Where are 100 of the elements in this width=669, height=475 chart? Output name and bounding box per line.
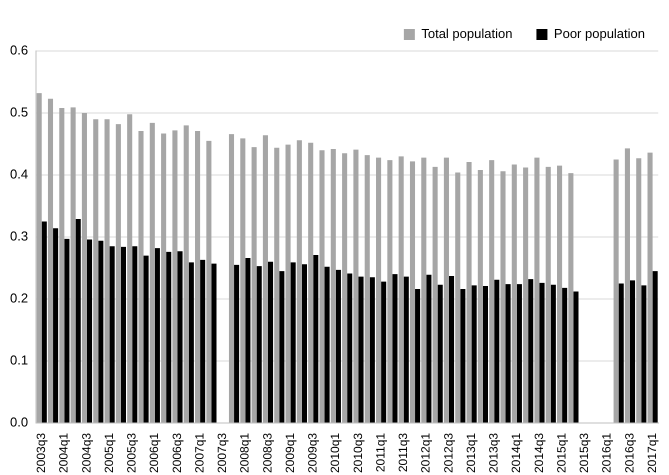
bar [528,279,534,422]
x-tick-label: 2011q1 [373,432,388,472]
bar [516,284,522,422]
x-tick-label: 2014q3 [532,432,546,474]
bar [624,148,630,422]
bar [104,119,110,422]
bar [426,274,432,422]
bar [392,274,398,422]
bar [432,166,438,422]
bar [614,159,619,422]
bar [550,284,556,422]
bar [36,93,42,422]
bar [489,160,494,422]
bar [245,258,250,422]
bar [358,276,364,422]
x-tick-label: 2006q1 [147,432,162,474]
bar [290,262,296,422]
y-tick-label: 0.1 [10,352,28,368]
bar [228,134,234,422]
bar [234,264,240,422]
bar [110,246,115,422]
x-tick-label: 2012q3 [441,432,456,474]
bar [398,156,404,422]
bar [506,284,511,422]
bar [523,168,528,422]
bar [448,276,454,422]
x-tick-label: 2009q1 [282,432,297,474]
bar [279,271,284,422]
bar [268,262,274,422]
bar [42,221,47,422]
bar [313,254,318,422]
x-tick-label: 2004q1 [56,432,71,474]
bar [120,246,126,422]
bar [618,283,624,422]
bar [172,130,178,422]
x-tick-label: 2016q1 [600,432,614,474]
bar [652,271,658,422]
bar [381,282,386,422]
x-tick-label: 2015q3 [577,432,592,474]
bar [48,98,54,422]
y-tick-label: 0.2 [10,290,28,306]
x-tick-label: 2006q3 [170,432,184,474]
bar [539,282,545,422]
bar [460,289,466,422]
bar [573,292,579,422]
bar [466,162,472,422]
bar [342,153,348,422]
bar [641,285,646,422]
bar [353,150,358,422]
bar [636,158,642,422]
bar [150,122,155,422]
bar [364,155,370,422]
bar [53,228,58,422]
bar [546,166,551,422]
y-tick-label: 0.3 [10,228,28,244]
bar [347,274,352,422]
bar [98,240,104,422]
bar [206,140,212,422]
bar [86,239,92,422]
x-tick-label: 2013q3 [486,432,501,474]
bar [376,158,382,422]
bar [144,256,149,422]
bar [240,138,246,422]
bar [184,125,189,422]
x-tick-label: 2010q3 [350,432,365,474]
x-tick-label: 2008q3 [260,432,274,474]
bar [252,147,257,422]
bar [127,114,132,422]
x-tick-label: 2005q1 [102,432,116,474]
x-tick-label: 2016q3 [622,432,636,474]
bar [444,158,449,422]
bar [370,277,375,422]
x-tick-label: 2008q1 [238,432,252,474]
bar [274,148,280,422]
bar [648,152,653,422]
x-tick-label: 2007q1 [192,432,206,474]
x-tick-label: 2007q3 [215,432,230,474]
bar [568,173,574,422]
legend-label: Total population [421,26,512,42]
y-tick-label: 0.6 [10,42,28,58]
bar [70,107,76,422]
bar [324,266,330,422]
bar [421,158,426,422]
bar [478,170,483,422]
x-tick-label: 2010q1 [328,432,342,474]
x-tick-label: 2017q1 [644,432,659,474]
bar [336,270,341,422]
x-tick-label: 2005q3 [124,432,139,474]
bar [76,219,81,422]
legend-label: Poor population [554,26,646,42]
x-tick-label: 2004q3 [79,432,94,474]
bar [438,284,443,422]
bar [154,248,160,422]
bar [256,266,262,422]
bar [494,280,500,422]
bar [557,166,562,422]
bar [455,172,460,422]
x-tick-label: 2012q1 [418,432,433,474]
bar [387,160,392,422]
bar [319,150,325,422]
